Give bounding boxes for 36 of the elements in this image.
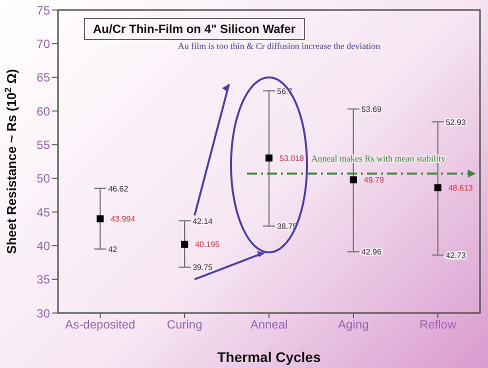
y-tick-label: 60 xyxy=(36,104,50,118)
y-tick-label: 55 xyxy=(36,138,50,152)
y-tick-label: 40 xyxy=(36,238,50,253)
annotation: 39.75 xyxy=(192,263,214,272)
x-tick-label: As-deposited xyxy=(65,318,136,332)
annotation: 42.73 xyxy=(446,251,466,260)
y-tick-label: 70 xyxy=(36,36,50,51)
annotation: 42 xyxy=(108,245,118,254)
x-tick-label: Aging xyxy=(338,318,369,332)
y-tick-label: 35 xyxy=(36,272,50,287)
data-label: 48.613 xyxy=(448,184,474,193)
data-label: 43.994 xyxy=(110,214,136,224)
annotation: 42.14 xyxy=(192,216,214,226)
point xyxy=(96,215,104,222)
x-tick-label: Anneal xyxy=(250,318,288,332)
y-tick-label: 30 xyxy=(36,306,50,320)
x-axis-title: Thermal Cycles xyxy=(217,349,321,365)
point xyxy=(350,176,357,184)
annotation: 52.93 xyxy=(446,118,466,127)
annotation: 42.96 xyxy=(361,248,382,257)
y-tick-label: 50 xyxy=(36,172,50,186)
y-tick-label: 65 xyxy=(36,70,50,85)
annotation: 46.62 xyxy=(108,184,129,194)
point xyxy=(181,240,188,248)
x-tick-label: Reflow xyxy=(419,318,456,332)
data-label: 40.195 xyxy=(195,240,220,250)
x-tick-label: Curing xyxy=(166,318,202,332)
point xyxy=(266,154,272,162)
data-label: 49.79 xyxy=(364,176,384,185)
point xyxy=(434,184,442,192)
y-tick-label: 45 xyxy=(36,205,50,220)
annotation: Au film is too thin & Cr diffusion increase the deviation xyxy=(178,41,381,52)
y-tick-label: 75 xyxy=(36,3,50,18)
text: Au/Cr Thin-Film on 4" Silicon Wafer xyxy=(84,18,305,40)
data-label: 53.018 xyxy=(280,154,305,163)
annotation: 53.69 xyxy=(361,104,382,114)
